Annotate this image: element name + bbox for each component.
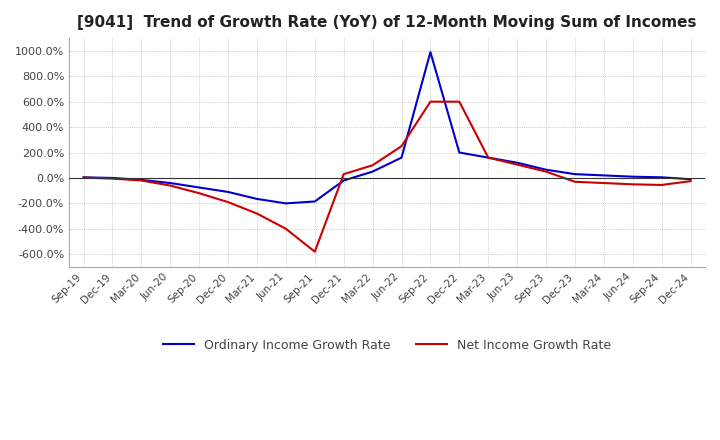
Ordinary Income Growth Rate: [484, 155, 492, 160]
Ordinary Income Growth Rate: [455, 150, 464, 155]
Net Income Growth Rate: [310, 249, 319, 254]
Ordinary Income Growth Rate: [571, 172, 580, 177]
Ordinary Income Growth Rate: [397, 155, 406, 160]
Ordinary Income Growth Rate: [629, 174, 637, 180]
Net Income Growth Rate: [571, 179, 580, 184]
Net Income Growth Rate: [282, 226, 290, 231]
Legend: Ordinary Income Growth Rate, Net Income Growth Rate: Ordinary Income Growth Rate, Net Income …: [158, 334, 616, 357]
Ordinary Income Growth Rate: [79, 175, 88, 180]
Net Income Growth Rate: [108, 176, 117, 181]
Ordinary Income Growth Rate: [339, 178, 348, 183]
Net Income Growth Rate: [339, 172, 348, 177]
Ordinary Income Growth Rate: [253, 196, 261, 202]
Title: [9041]  Trend of Growth Rate (YoY) of 12-Month Moving Sum of Incomes: [9041] Trend of Growth Rate (YoY) of 12-…: [77, 15, 697, 30]
Line: Ordinary Income Growth Rate: Ordinary Income Growth Rate: [84, 52, 690, 203]
Net Income Growth Rate: [455, 99, 464, 104]
Ordinary Income Growth Rate: [686, 176, 695, 182]
Net Income Growth Rate: [686, 179, 695, 184]
Ordinary Income Growth Rate: [600, 173, 608, 178]
Ordinary Income Growth Rate: [108, 175, 117, 180]
Net Income Growth Rate: [657, 182, 666, 187]
Ordinary Income Growth Rate: [195, 185, 204, 190]
Net Income Growth Rate: [253, 211, 261, 216]
Net Income Growth Rate: [484, 155, 492, 160]
Net Income Growth Rate: [224, 199, 233, 205]
Ordinary Income Growth Rate: [137, 177, 145, 183]
Ordinary Income Growth Rate: [166, 180, 174, 186]
Net Income Growth Rate: [600, 180, 608, 186]
Net Income Growth Rate: [513, 162, 521, 167]
Ordinary Income Growth Rate: [224, 189, 233, 194]
Net Income Growth Rate: [79, 175, 88, 180]
Ordinary Income Growth Rate: [541, 167, 550, 172]
Net Income Growth Rate: [369, 163, 377, 168]
Ordinary Income Growth Rate: [282, 201, 290, 206]
Net Income Growth Rate: [195, 191, 204, 196]
Ordinary Income Growth Rate: [310, 199, 319, 204]
Net Income Growth Rate: [629, 182, 637, 187]
Net Income Growth Rate: [426, 99, 435, 104]
Ordinary Income Growth Rate: [513, 160, 521, 165]
Net Income Growth Rate: [541, 169, 550, 174]
Net Income Growth Rate: [166, 183, 174, 188]
Ordinary Income Growth Rate: [426, 49, 435, 55]
Ordinary Income Growth Rate: [657, 175, 666, 180]
Net Income Growth Rate: [137, 178, 145, 183]
Net Income Growth Rate: [397, 143, 406, 149]
Ordinary Income Growth Rate: [369, 169, 377, 174]
Line: Net Income Growth Rate: Net Income Growth Rate: [84, 102, 690, 252]
